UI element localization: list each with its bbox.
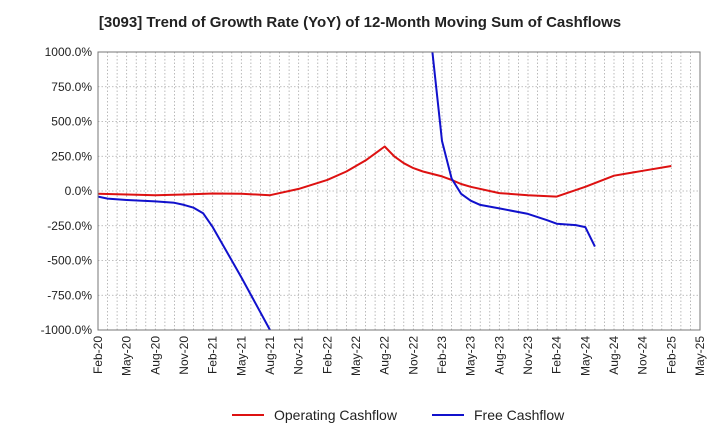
- x-tick-label: Nov-20: [177, 336, 191, 375]
- x-tick-label: Feb-25: [664, 336, 678, 374]
- x-tick-label: May-20: [120, 336, 134, 376]
- x-tick-label: Feb-21: [206, 336, 220, 374]
- x-tick-label: May-24: [578, 336, 592, 376]
- x-tick-label: Aug-21: [263, 336, 277, 375]
- y-tick-label: 250.0%: [51, 149, 92, 163]
- y-tick-label: 0.0%: [65, 184, 93, 198]
- x-tick-label: Nov-21: [292, 336, 306, 375]
- legend: Operating Cashflow Free Cashflow: [232, 407, 565, 423]
- plot-border: [97, 51, 701, 331]
- y-tick-label: -750.0%: [47, 288, 92, 302]
- y-tick-label: -250.0%: [47, 219, 92, 233]
- series-layer: [98, 51, 672, 331]
- y-axis-ticks: 1000.0% 750.0% 500.0% 250.0% 0.0% -250.0% -500…: [41, 45, 93, 337]
- y-tick-label: -500.0%: [47, 254, 92, 268]
- y-tick-label: 750.0%: [51, 80, 92, 94]
- x-tick-label: Feb-20: [91, 336, 105, 374]
- grid-layer: [97, 51, 701, 331]
- y-tick-label: 1000.0%: [45, 45, 93, 59]
- free-cashflow-line: [431, 51, 596, 248]
- x-tick-label: Nov-24: [636, 336, 650, 375]
- x-tick-label: May-22: [349, 336, 363, 376]
- chart-title: [3093] Trend of Growth Rate (YoY) of 12-…: [98, 14, 622, 31]
- x-tick-label: May-21: [234, 336, 248, 376]
- x-tick-label: Nov-22: [406, 336, 420, 375]
- operating-cashflow-line: [98, 145, 672, 198]
- free-cashflow-line: [98, 195, 271, 331]
- y-tick-label: 500.0%: [51, 115, 92, 129]
- x-tick-label: Feb-22: [320, 336, 334, 374]
- legend-label-free-cashflow: Free Cashflow: [474, 407, 565, 423]
- legend-label-operating-cashflow: Operating Cashflow: [274, 407, 398, 423]
- y-tick-label: -1000.0%: [41, 323, 93, 337]
- x-tick-label: May-25: [693, 336, 707, 376]
- x-tick-label: Nov-23: [521, 336, 535, 375]
- x-tick-label: Aug-22: [378, 336, 392, 375]
- x-tick-label: Feb-24: [550, 336, 564, 374]
- x-axis-ticks: Feb-20 May-20 Aug-20 Nov-20 Feb-21 May-21 Aug-…: [91, 336, 707, 376]
- x-tick-label: Aug-24: [607, 336, 621, 375]
- x-tick-label: Aug-23: [492, 336, 506, 375]
- x-tick-label: May-23: [464, 336, 478, 376]
- x-tick-label: Aug-20: [148, 336, 162, 375]
- x-tick-label: Feb-23: [435, 336, 449, 374]
